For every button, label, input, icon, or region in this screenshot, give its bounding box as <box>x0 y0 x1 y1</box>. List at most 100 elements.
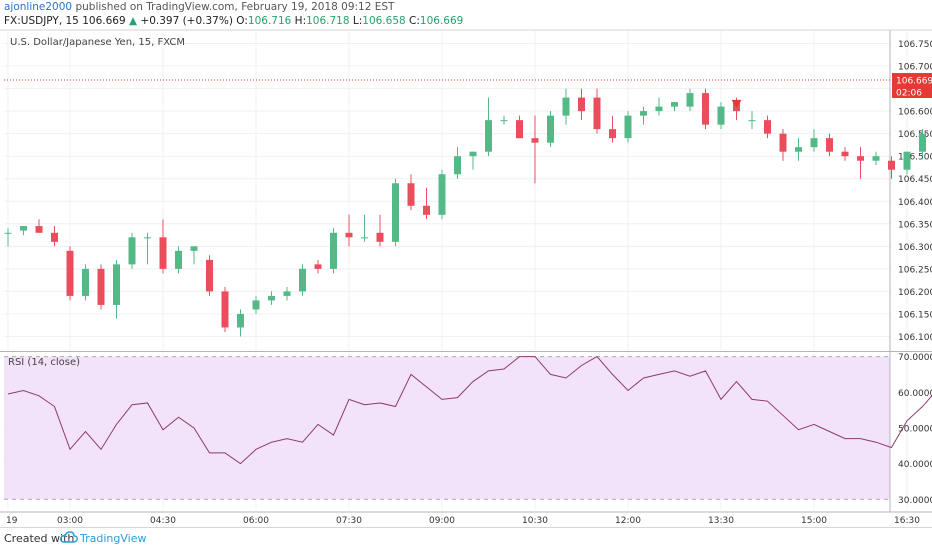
price-tick-label: 106.500 <box>898 153 932 163</box>
candle-body[interactable] <box>671 102 678 107</box>
candle-body[interactable] <box>283 291 291 296</box>
candle-body[interactable] <box>888 160 895 170</box>
time-tick-label: 07:30 <box>336 516 362 526</box>
price-tick-label: 106.750 <box>898 40 932 50</box>
price-tick-label: 106.350 <box>898 220 932 230</box>
candle-body[interactable] <box>795 147 802 152</box>
candle-body[interactable] <box>221 291 229 328</box>
candle-body[interactable] <box>376 232 384 242</box>
candle-body[interactable] <box>35 226 43 233</box>
time-tick-label: 12:00 <box>615 516 641 526</box>
candle-body[interactable] <box>454 156 461 175</box>
chart-svg[interactable]: 106.750106.700106.650106.600106.550106.5… <box>0 0 932 528</box>
rsi-pane-title: RSI (14, close) <box>8 357 80 368</box>
candle-body[interactable] <box>407 183 415 206</box>
price-tick-label: 106.100 <box>898 333 932 343</box>
candle-body[interactable] <box>438 174 446 215</box>
candle-body[interactable] <box>314 264 322 269</box>
countdown-badge <box>892 86 932 99</box>
countdown-badge-label: 02:06 <box>896 89 922 99</box>
change-up-icon: ▲ <box>128 15 138 27</box>
time-tick-label: 13:30 <box>708 516 734 526</box>
candle-body[interactable] <box>82 268 89 296</box>
candle-body[interactable] <box>531 138 539 143</box>
price-tick-label: 106.700 <box>898 63 932 73</box>
price-tick-label: 106.150 <box>898 310 932 320</box>
change-value: +0.397 (+0.37%) <box>140 15 233 27</box>
price-pane-title: U.S. Dollar/Japanese Yen, 15, FXCM <box>10 37 185 48</box>
candle-body[interactable] <box>624 115 632 139</box>
open-label: O: <box>236 15 248 27</box>
candle-body[interactable] <box>97 268 105 305</box>
candle-body[interactable] <box>252 300 260 310</box>
candle-body[interactable] <box>702 93 709 125</box>
candle-body[interactable] <box>175 250 182 269</box>
candle-body[interactable] <box>159 237 167 269</box>
candle-body[interactable] <box>593 97 601 130</box>
candle-body[interactable] <box>841 151 849 157</box>
candle-body[interactable] <box>609 129 616 139</box>
rsi-line[interactable] <box>7 355 932 465</box>
tradingview-cloud-icon <box>60 530 78 547</box>
price-pane[interactable] <box>0 30 932 350</box>
time-tick-label: 19 <box>6 516 18 526</box>
candle-body[interactable] <box>345 232 353 238</box>
candle-body[interactable] <box>485 120 492 152</box>
candle-body[interactable] <box>872 156 880 161</box>
candle-body[interactable] <box>686 93 694 107</box>
time-tick-label: 09:00 <box>429 516 455 526</box>
close-label: C: <box>409 15 420 27</box>
candle-body[interactable] <box>144 237 151 239</box>
created-with-text: Created with <box>4 532 75 545</box>
candle-body[interactable] <box>268 295 275 301</box>
candle-body[interactable] <box>857 156 864 161</box>
candle-body[interactable] <box>237 313 244 328</box>
candle-body[interactable] <box>361 237 368 239</box>
candle-body[interactable] <box>764 120 771 134</box>
candle-body[interactable] <box>423 205 430 215</box>
candle-body[interactable] <box>826 138 833 152</box>
candle-body[interactable] <box>113 264 120 305</box>
candle-body[interactable] <box>903 151 911 170</box>
last-price: 106.669 <box>82 15 126 27</box>
chart-header: ajonline2000 published on TradingView.co… <box>0 0 932 28</box>
candle-body[interactable] <box>516 120 523 139</box>
candle-body[interactable] <box>748 120 756 122</box>
candle-body[interactable] <box>919 133 926 152</box>
candle-body[interactable] <box>717 106 725 125</box>
candle-body[interactable] <box>547 115 554 143</box>
time-tick-label: 04:30 <box>150 516 176 526</box>
candle-body[interactable] <box>66 250 74 296</box>
candle-body[interactable] <box>392 183 399 242</box>
candle-body[interactable] <box>640 111 647 116</box>
publisher-name[interactable]: ajonline2000 <box>4 1 73 13</box>
rsi-tick-label: 70.0000 <box>898 353 932 363</box>
candle-body[interactable] <box>190 246 198 251</box>
low-value: 106.658 <box>362 15 406 27</box>
candle-body[interactable] <box>299 268 306 292</box>
price-tick-label: 106.450 <box>898 175 932 185</box>
candle-body[interactable] <box>578 97 585 112</box>
candle-body[interactable] <box>655 106 663 112</box>
published-text: published on TradingView.com, February 1… <box>75 1 395 13</box>
candle-body[interactable] <box>779 133 787 152</box>
candle-body[interactable] <box>206 259 213 292</box>
price-tick-label: 106.250 <box>898 265 932 275</box>
candle-body[interactable] <box>330 232 337 269</box>
candle-body[interactable] <box>51 232 58 242</box>
sell-marker-icon[interactable] <box>731 99 742 108</box>
tradingview-brand[interactable]: TradingView <box>80 532 147 545</box>
high-value: 106.718 <box>306 15 350 27</box>
candle-body[interactable] <box>469 151 477 157</box>
candle-body[interactable] <box>128 237 136 265</box>
low-label: L: <box>352 15 363 27</box>
candle-body[interactable] <box>20 226 27 231</box>
close-value: 106.669 <box>419 15 464 27</box>
publish-line: ajonline2000 published on TradingView.co… <box>4 1 394 14</box>
candle-body[interactable] <box>562 97 570 116</box>
candle-body[interactable] <box>810 138 818 148</box>
candle-body[interactable] <box>4 232 12 234</box>
candle-body[interactable] <box>500 120 508 122</box>
time-tick-label: 16:30 <box>894 516 920 526</box>
high-label: H: <box>294 15 307 27</box>
